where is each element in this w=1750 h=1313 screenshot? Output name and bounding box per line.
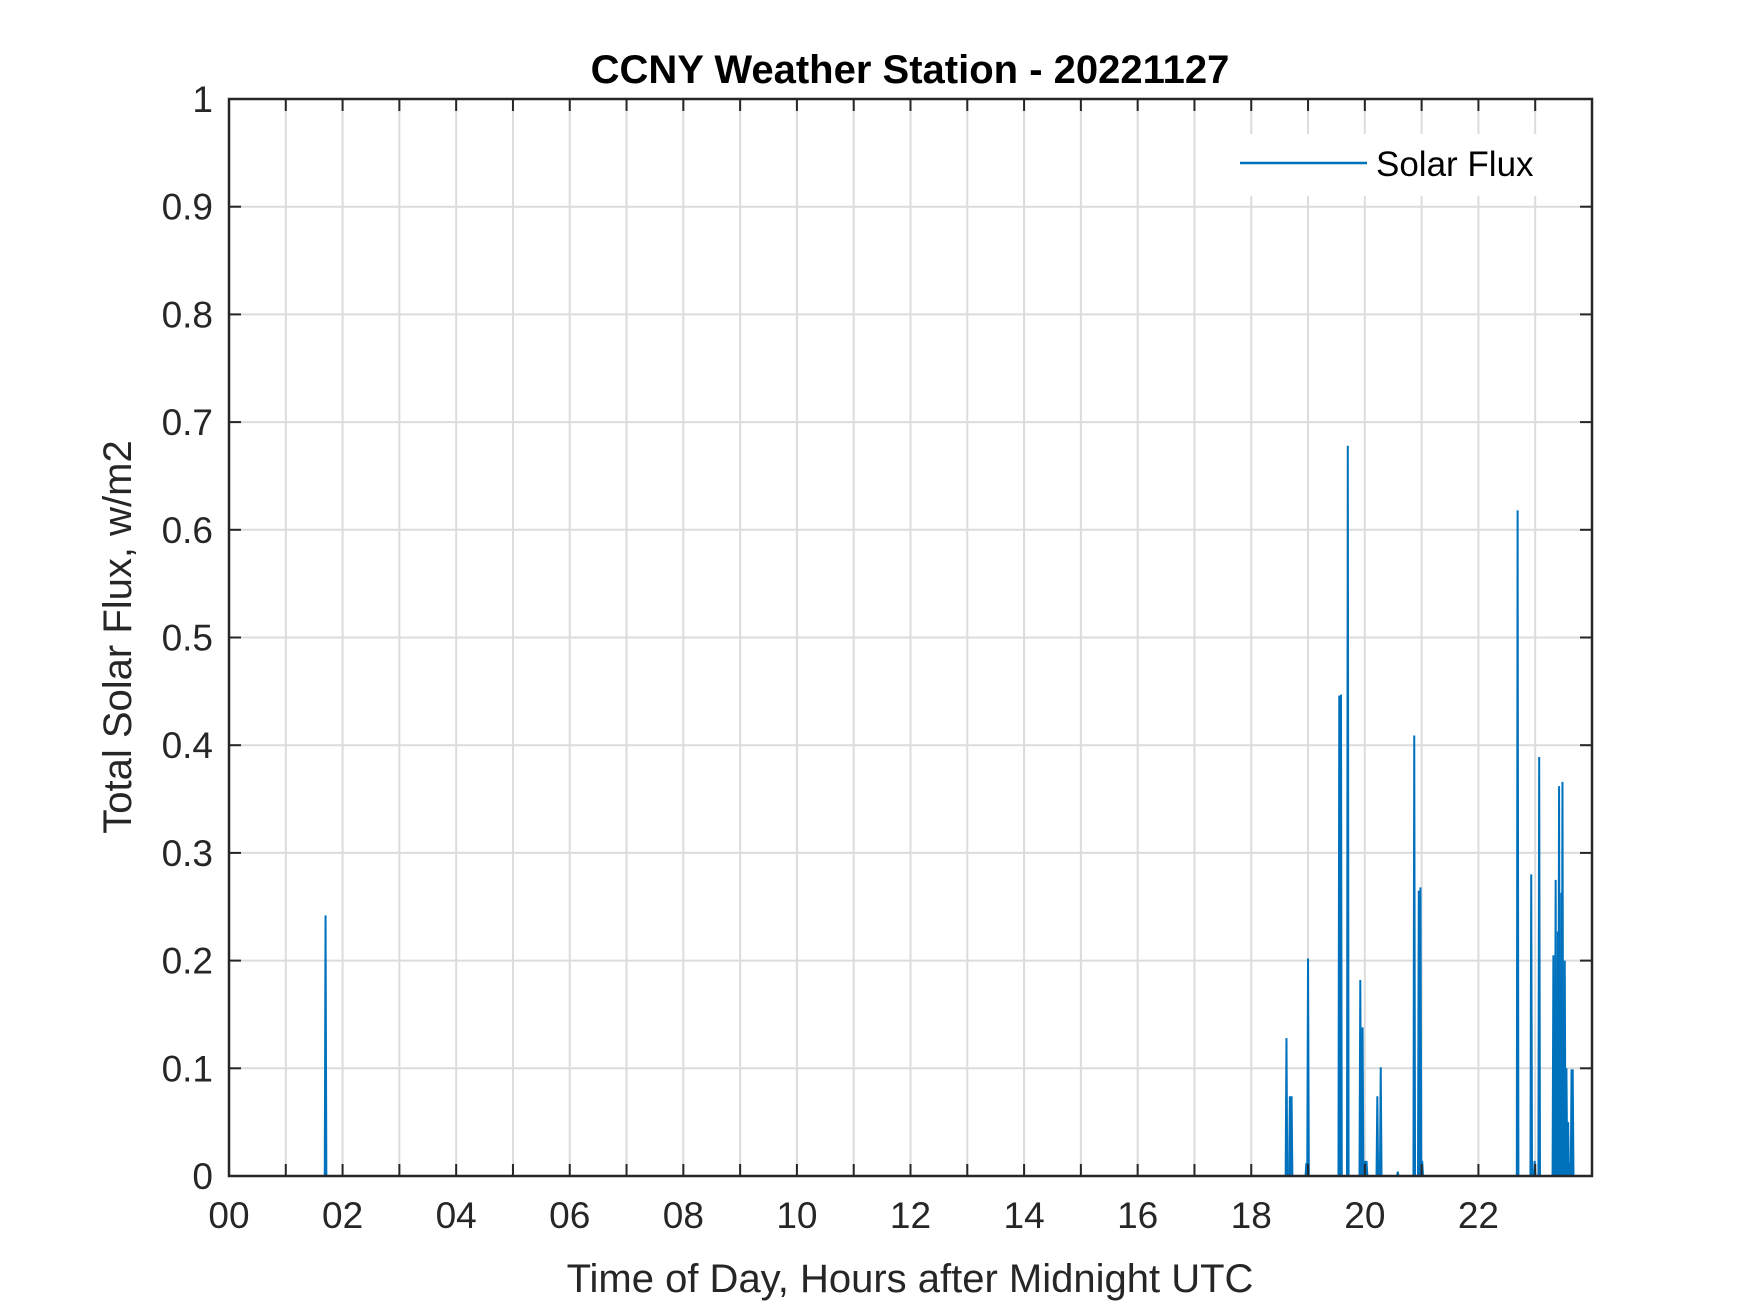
series-solar-flux <box>229 445 1592 1177</box>
y-tick-label: 0.5 <box>162 618 213 659</box>
y-tick-label: 0.7 <box>162 402 213 443</box>
legend-label-solar-flux: Solar Flux <box>1376 145 1534 184</box>
data-spike <box>1284 1038 1289 1177</box>
data-spike <box>1515 510 1520 1177</box>
y-axis-label: Total Solar Flux, w/m2 <box>96 440 140 833</box>
x-tick-label: 12 <box>890 1195 931 1236</box>
data-spike <box>1378 1067 1383 1177</box>
x-tick-label: 16 <box>1117 1195 1158 1236</box>
x-tick-label: 04 <box>436 1195 477 1236</box>
data-spike <box>1537 757 1541 1177</box>
y-tick-label: 0.8 <box>162 294 213 335</box>
legend: Solar Flux <box>1232 134 1554 196</box>
data-spike <box>1306 958 1310 1177</box>
data-spike <box>1289 1096 1294 1177</box>
y-tick-label: 0.4 <box>162 725 213 766</box>
chart-title: CCNY Weather Station - 20221127 <box>591 48 1230 92</box>
grid <box>228 98 1593 1177</box>
data-series <box>229 445 1592 1177</box>
x-tick-label: 00 <box>208 1195 249 1236</box>
data-spike <box>1360 1027 1365 1177</box>
y-tick-label: 1 <box>192 79 213 120</box>
data-spike <box>1529 874 1534 1177</box>
x-tick-label: 06 <box>549 1195 590 1236</box>
data-spike <box>1560 781 1565 1177</box>
data-spike <box>1339 694 1343 1177</box>
x-axis-label: Time of Day, Hours after Midnight UTC <box>567 1257 1254 1301</box>
data-spike <box>1570 1069 1575 1177</box>
data-spike <box>1557 786 1561 1177</box>
x-tick-label: 18 <box>1231 1195 1272 1236</box>
data-spike <box>1566 1122 1570 1177</box>
data-spike <box>1345 445 1350 1177</box>
x-tick-label: 08 <box>663 1195 704 1236</box>
x-tick-label: 22 <box>1458 1195 1499 1236</box>
x-tick-label: 10 <box>776 1195 817 1236</box>
x-tick-label: 02 <box>322 1195 363 1236</box>
y-tick-label: 0.6 <box>162 510 213 551</box>
tick-marks <box>228 98 1593 1177</box>
y-tick-label: 0.9 <box>162 187 213 228</box>
y-tick-label: 0.2 <box>162 941 213 982</box>
x-tick-label: 14 <box>1004 1195 1045 1236</box>
data-spike <box>1364 1160 1369 1177</box>
y-tick-label: 0 <box>192 1156 213 1197</box>
x-tick-labels: 00 02 04 06 08 10 12 14 16 18 20 22 <box>208 1195 1499 1236</box>
x-tick-label: 20 <box>1344 1195 1385 1236</box>
data-spike <box>1358 979 1363 1177</box>
data-spike <box>323 915 328 1177</box>
axes-box <box>227 97 1594 1178</box>
data-spike <box>1375 1096 1380 1177</box>
legend-box <box>1232 134 1554 196</box>
y-tick-label: 0.1 <box>162 1048 213 1089</box>
data-spike <box>1418 887 1423 1177</box>
data-spike <box>1412 735 1417 1177</box>
y-tick-label: 0.3 <box>162 833 213 874</box>
y-tick-labels: 0 0.1 0.2 0.3 0.4 0.5 0.6 0.7 0.8 0.9 1 <box>162 79 213 1197</box>
data-spike <box>1551 955 1556 1177</box>
data-spike <box>1553 879 1558 1177</box>
data-spike <box>1395 1171 1400 1177</box>
